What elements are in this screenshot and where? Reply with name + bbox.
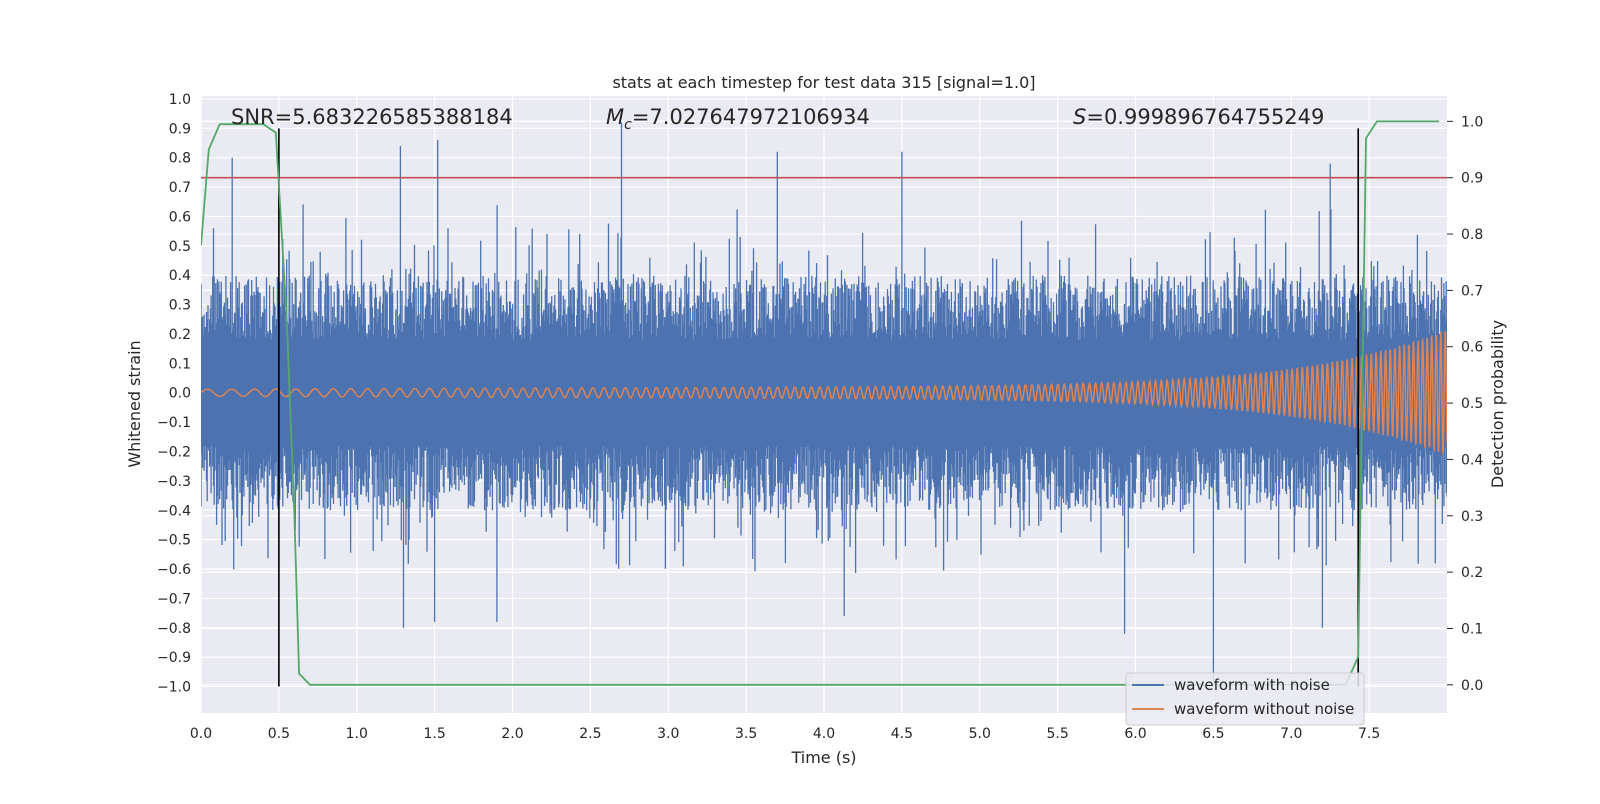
y-left-tick-label: −0.2: [157, 445, 191, 461]
y-left-tick-label: −0.5: [157, 533, 191, 549]
y-right-tick-label: 0.2: [1461, 565, 1483, 581]
legend: waveform with noise waveform without noi…: [1125, 672, 1365, 726]
y-left-tick-label: 0.7: [169, 180, 191, 196]
x-tick-label: 3.5: [735, 726, 757, 742]
x-tick-label: 5.5: [1046, 726, 1068, 742]
legend-box: [1125, 672, 1365, 726]
x-tick-label: 3.0: [657, 726, 679, 742]
y-left-tick-label: 0.9: [169, 121, 191, 137]
y-left-tick-label: −0.4: [157, 503, 191, 519]
x-tick-label: 2.5: [579, 726, 601, 742]
y-left-tick-label: 1.0: [169, 92, 191, 108]
x-axis-label: Time (s): [790, 748, 856, 767]
y-left-tick-label: −1.0: [157, 680, 191, 696]
y-axis-label-right: Detection probability: [1488, 320, 1507, 488]
y-right-tick-label: 0.3: [1461, 509, 1483, 525]
s-value: =0.999896764755249: [1086, 105, 1324, 129]
y-right-tick-label: 0.1: [1461, 621, 1483, 637]
series-clean-line: [201, 331, 1447, 454]
y-right-tick-label: 0.9: [1461, 171, 1483, 187]
x-tick-label: 1.5: [423, 726, 445, 742]
y-left-tick-label: 0.8: [169, 151, 191, 167]
legend-label-clean: waveform without noise: [1174, 700, 1354, 718]
y-left-tick-label: −0.9: [157, 650, 191, 666]
series-probability-line: [201, 120, 1440, 686]
x-tick-label: 4.5: [891, 726, 913, 742]
y-axis-label-left: Whitened strain: [125, 340, 144, 467]
y-right-tick-label: 0.8: [1461, 227, 1483, 243]
y-right-tick-label: 0.7: [1461, 283, 1483, 299]
y-left-tick-label: −0.3: [157, 474, 191, 490]
mc-value: =7.027647972106934: [632, 105, 870, 129]
ticks: 0.0 0.5 1.0 1.5 2.0 2.5 3.0 3.5 4.0 4.5 5.0 5.5 6.0 6…: [157, 92, 1483, 742]
x-tick-label: 2.0: [501, 726, 523, 742]
x-tick-label: 7.0: [1280, 726, 1302, 742]
y-left-tick-label: 0.4: [169, 268, 191, 284]
x-tick-label: 0.0: [190, 726, 212, 742]
y-left-tick-label: −0.1: [157, 415, 191, 431]
s-symbol: S: [1073, 105, 1086, 129]
legend-label-noise: waveform with noise: [1174, 676, 1330, 694]
snr-annotation: SNR=5.683226585388184: [231, 105, 513, 129]
x-tick-label: 7.5: [1358, 726, 1380, 742]
y-right-tick-label: 0.5: [1461, 396, 1483, 412]
s-annotation: S=0.999896764755249: [1073, 105, 1324, 129]
chart-title: stats at each timestep for test data 315…: [612, 73, 1035, 92]
y-left-tick-label: 0.3: [169, 298, 191, 314]
x-tick-label: 4.0: [813, 726, 835, 742]
y-right-tick-label: 0.0: [1461, 678, 1483, 694]
y-left-tick-label: 0.6: [169, 209, 191, 225]
x-tick-label: 6.5: [1202, 726, 1224, 742]
x-tick-label: 5.0: [969, 726, 991, 742]
x-tick-label: 6.0: [1124, 726, 1146, 742]
x-tick-label: 1.0: [346, 726, 368, 742]
y-left-tick-label: −0.6: [157, 562, 191, 578]
series-group: [201, 120, 1447, 687]
y-left-tick-label: 0.1: [169, 356, 191, 372]
y-left-tick-label: 0.5: [169, 239, 191, 255]
y-right-tick-label: 0.4: [1461, 452, 1483, 468]
y-left-tick-label: −0.7: [157, 591, 191, 607]
x-tick-label: 0.5: [268, 726, 290, 742]
y-left-tick-label: 0.2: [169, 327, 191, 343]
y-right-tick-label: 1.0: [1461, 114, 1483, 130]
y-left-tick-label: 0.0: [169, 386, 191, 402]
mc-subscript: c: [624, 117, 632, 133]
mc-annotation: Mc=7.027647972106934: [606, 105, 870, 133]
y-left-tick-label: −0.8: [157, 621, 191, 637]
y-right-tick-label: 0.6: [1461, 340, 1483, 356]
mc-symbol: M: [606, 105, 624, 129]
